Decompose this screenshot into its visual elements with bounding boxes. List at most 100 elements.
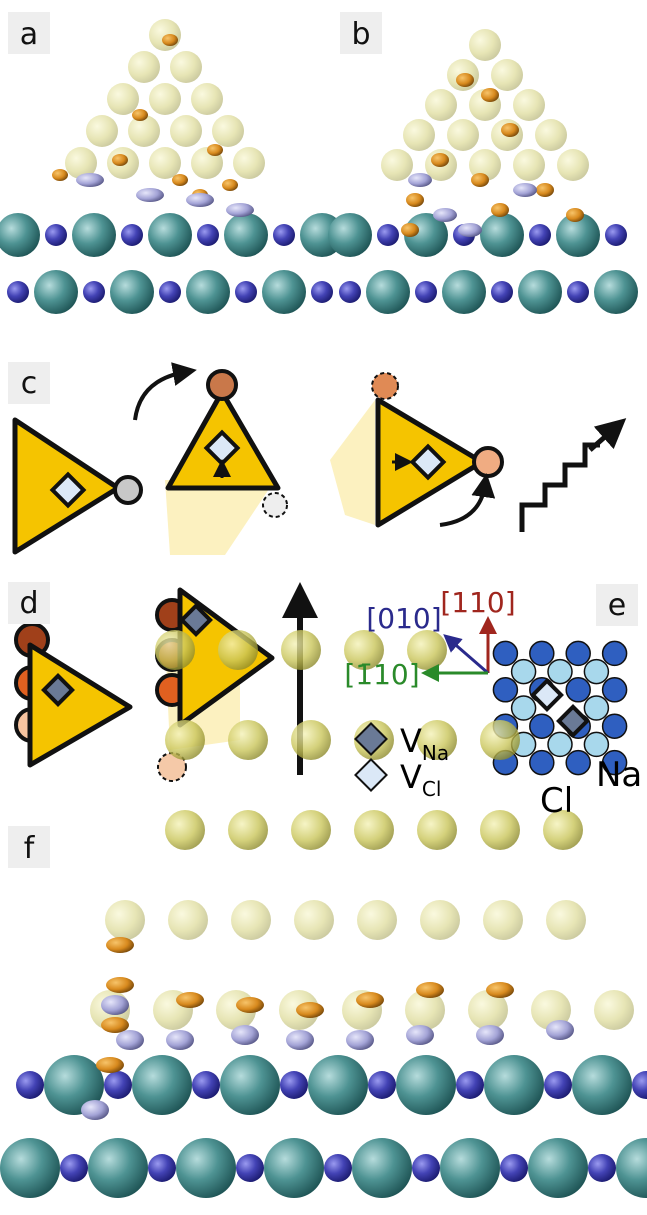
atom	[0, 1138, 60, 1198]
atom	[170, 115, 202, 147]
atom	[513, 149, 545, 181]
lattice-ion	[583, 658, 610, 685]
atom	[233, 147, 265, 179]
panel-label: c	[21, 366, 38, 401]
atom	[149, 147, 181, 179]
atom	[412, 1154, 440, 1182]
atom	[543, 810, 583, 850]
atom	[447, 119, 479, 151]
atom	[425, 89, 457, 121]
lattice-ion	[565, 640, 591, 667]
density-blob	[81, 1100, 109, 1120]
atom	[165, 720, 205, 760]
atom	[45, 224, 67, 246]
atom	[557, 149, 589, 181]
atom	[218, 630, 258, 670]
atom	[404, 213, 448, 257]
density-blob	[408, 173, 432, 187]
atom	[354, 810, 394, 850]
atom	[224, 213, 268, 257]
density-blob	[286, 1030, 314, 1050]
atom	[344, 630, 384, 670]
density-blob	[481, 88, 499, 102]
atom	[212, 115, 244, 147]
panel-label: a	[20, 17, 38, 52]
lattice-ion	[510, 658, 537, 685]
density-blob	[486, 982, 514, 998]
atom	[377, 224, 399, 246]
density-blob	[346, 1030, 374, 1050]
legend-symbol	[354, 758, 388, 792]
density-blob	[136, 188, 164, 202]
atom	[170, 51, 202, 83]
atom	[605, 224, 627, 246]
atom	[83, 281, 105, 303]
label-box	[596, 584, 638, 626]
direction-label: [010]	[366, 602, 441, 635]
atom	[149, 83, 181, 115]
atom	[529, 224, 551, 246]
atom	[110, 270, 154, 314]
atom	[352, 1138, 412, 1198]
lattice-ion	[601, 749, 628, 776]
vacancy	[41, 673, 75, 707]
atom	[165, 810, 205, 850]
density-blob	[491, 203, 509, 217]
atom	[407, 630, 447, 670]
atom	[149, 19, 181, 51]
atom	[518, 270, 562, 314]
density-blob	[166, 1030, 194, 1050]
ion	[113, 475, 143, 505]
atom	[500, 1154, 528, 1182]
atom	[159, 281, 181, 303]
atom	[262, 270, 306, 314]
shapes	[0, 19, 647, 1198]
density-blob	[101, 1017, 129, 1033]
atom	[104, 1071, 132, 1099]
vacancy	[49, 471, 87, 509]
atom	[544, 1071, 572, 1099]
atom	[324, 1154, 352, 1182]
atom	[328, 213, 372, 257]
density-blob	[176, 992, 204, 1008]
atom	[368, 1071, 396, 1099]
atom	[480, 810, 520, 850]
density-blob	[172, 174, 188, 186]
label-box	[8, 582, 50, 624]
curved-arrow	[439, 473, 496, 527]
atom	[440, 1138, 500, 1198]
lattice-ion	[583, 695, 610, 721]
atom	[88, 1138, 148, 1198]
density-blob	[106, 937, 134, 953]
atom	[86, 115, 118, 147]
density-blob	[401, 223, 419, 237]
atom	[16, 1071, 44, 1099]
lattice-ion	[529, 640, 555, 667]
atom	[468, 990, 508, 1030]
atom	[483, 900, 523, 940]
lattice-ion	[601, 713, 628, 739]
label-box	[340, 12, 382, 54]
lattice-ion	[492, 677, 519, 703]
atom	[132, 1055, 192, 1115]
atom	[291, 810, 331, 850]
direction-label: [1̄10]	[344, 658, 419, 691]
ion	[206, 369, 238, 401]
atom	[34, 270, 78, 314]
atom	[231, 900, 271, 940]
density-blob	[296, 1002, 324, 1018]
ghost-triangle	[330, 400, 375, 525]
atom	[469, 149, 501, 181]
atom	[556, 213, 600, 257]
lattice-ion	[565, 677, 591, 703]
density-blob	[416, 982, 444, 998]
atom	[192, 1071, 220, 1099]
atom	[72, 213, 116, 257]
density-blob	[406, 1025, 434, 1045]
atom	[546, 900, 586, 940]
atom	[405, 990, 445, 1030]
atom	[148, 1154, 176, 1182]
legend-symbol-text: V	[400, 722, 422, 760]
atom	[220, 1055, 280, 1115]
